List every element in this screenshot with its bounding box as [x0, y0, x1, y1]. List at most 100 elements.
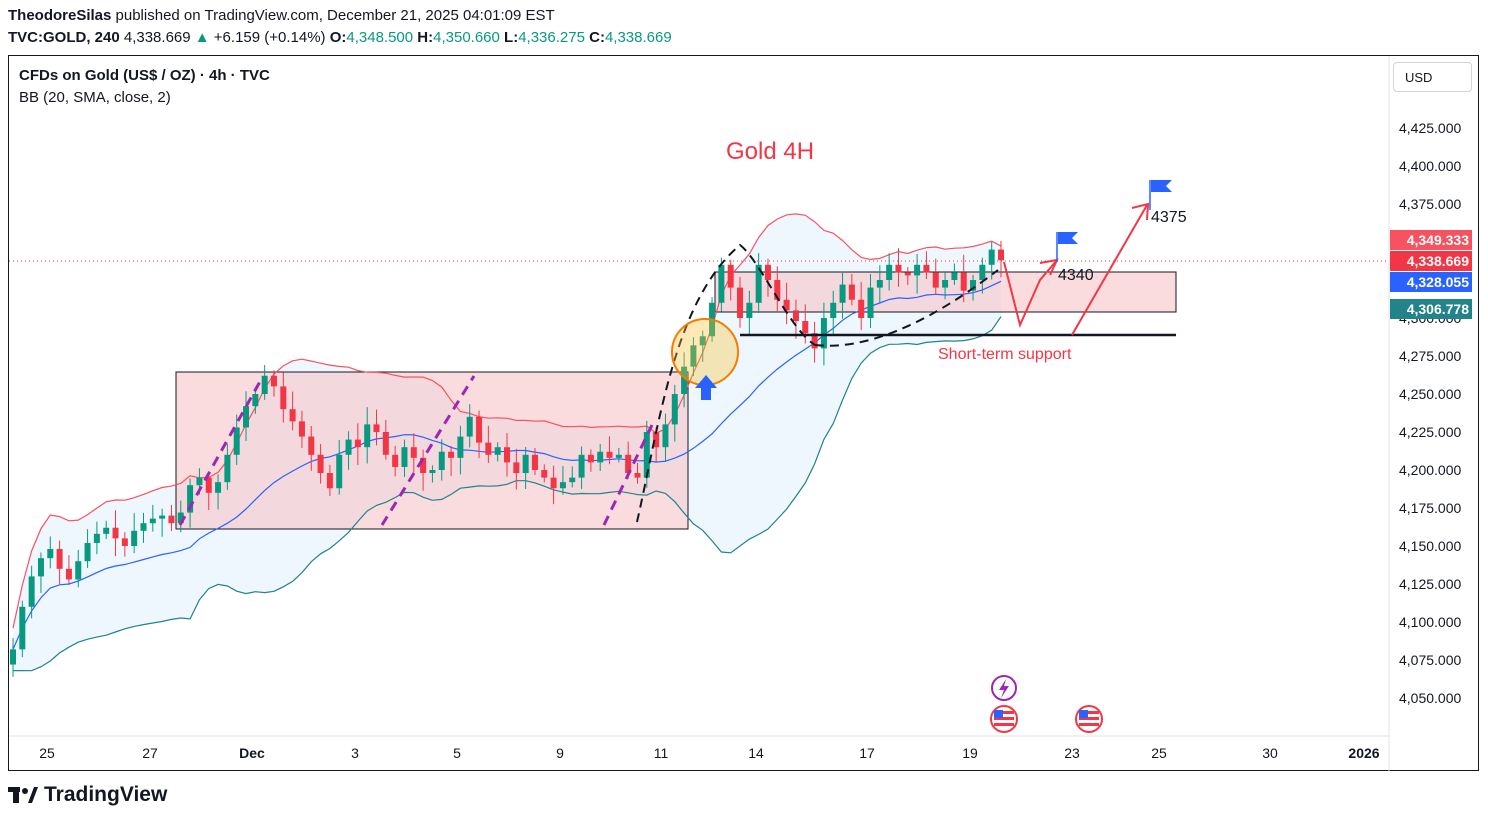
candle-up[interactable]: [690, 345, 697, 367]
candle-down[interactable]: [587, 454, 594, 463]
candle-down[interactable]: [727, 264, 734, 288]
candle-down[interactable]: [392, 454, 399, 467]
candle-up[interactable]: [261, 375, 268, 394]
candle-up[interactable]: [429, 470, 436, 474]
candle-up[interactable]: [979, 264, 986, 280]
candle-up[interactable]: [233, 427, 240, 455]
candle-up[interactable]: [10, 649, 16, 665]
candle-down[interactable]: [121, 538, 128, 546]
candle-up[interactable]: [336, 454, 343, 489]
candle-down[interactable]: [774, 280, 781, 300]
candle-up[interactable]: [867, 287, 874, 318]
candle-down[interactable]: [904, 272, 911, 276]
candle-up[interactable]: [103, 527, 110, 534]
candle-up[interactable]: [401, 447, 408, 467]
candle-up[interactable]: [615, 454, 622, 458]
candle-up[interactable]: [177, 512, 184, 524]
candle-up[interactable]: [830, 302, 837, 318]
candle-up[interactable]: [671, 394, 678, 425]
candle-down[interactable]: [653, 432, 660, 448]
candle-down[interactable]: [932, 272, 939, 288]
tradingview-logo[interactable]: TradingView: [8, 783, 167, 807]
candle-down[interactable]: [531, 454, 538, 470]
candle-up[interactable]: [187, 485, 194, 513]
candle-down[interactable]: [168, 515, 175, 524]
candle-down[interactable]: [270, 375, 277, 387]
candle-up[interactable]: [662, 424, 669, 448]
candle-up[interactable]: [699, 336, 706, 346]
candle-down[interactable]: [448, 451, 455, 458]
candle-up[interactable]: [876, 280, 883, 288]
candle-down[interactable]: [858, 299, 865, 318]
candle-up[interactable]: [47, 549, 54, 559]
candle-up[interactable]: [75, 561, 82, 580]
candle-up[interactable]: [93, 533, 100, 543]
us-flag-event-icon-1[interactable]: [990, 705, 1018, 733]
candle-up[interactable]: [28, 576, 35, 607]
candle-down[interactable]: [606, 451, 613, 458]
candle-down[interactable]: [65, 568, 72, 580]
candle-up[interactable]: [746, 302, 753, 318]
candle-down[interactable]: [541, 470, 548, 478]
candle-down[interactable]: [895, 264, 902, 273]
candle-down[interactable]: [308, 436, 315, 455]
candle-up[interactable]: [224, 454, 231, 483]
candle-up[interactable]: [466, 416, 473, 437]
candle-down[interactable]: [764, 264, 771, 280]
candle-down[interactable]: [634, 473, 641, 478]
candle-down[interactable]: [513, 462, 520, 474]
candle-down[interactable]: [550, 477, 557, 489]
candle-up[interactable]: [820, 318, 827, 349]
candle-down[interactable]: [289, 409, 296, 422]
candle-down[interactable]: [373, 424, 380, 432]
candle-down[interactable]: [802, 321, 809, 334]
currency-button[interactable]: USD: [1393, 62, 1472, 92]
candle-up[interactable]: [681, 366, 688, 394]
candle-up[interactable]: [438, 451, 445, 470]
candle-up[interactable]: [37, 558, 44, 577]
candle-down[interactable]: [280, 386, 287, 410]
candle-up[interactable]: [457, 436, 464, 458]
candle-down[interactable]: [476, 416, 483, 443]
candle-down[interactable]: [56, 549, 63, 569]
indicator-legend[interactable]: BB (20, SMA, close, 2): [19, 89, 171, 106]
candle-down[interactable]: [298, 421, 305, 437]
candle-down[interactable]: [737, 287, 744, 318]
candle-up[interactable]: [951, 272, 958, 280]
candle-up[interactable]: [522, 454, 529, 474]
candle-down[interactable]: [420, 457, 427, 474]
candle-down[interactable]: [317, 454, 324, 474]
candle-down[interactable]: [205, 477, 212, 493]
candle-down[interactable]: [382, 432, 389, 455]
candle-down[interactable]: [112, 527, 119, 539]
candle-up[interactable]: [970, 280, 977, 291]
author-name[interactable]: TheodoreSilas: [8, 7, 112, 24]
candle-up[interactable]: [643, 432, 650, 478]
candle-up[interactable]: [215, 482, 222, 493]
candle-up[interactable]: [942, 280, 949, 288]
candle-up[interactable]: [597, 451, 604, 463]
candle-up[interactable]: [345, 439, 352, 455]
candle-down[interactable]: [998, 249, 1004, 261]
candle-up[interactable]: [718, 264, 725, 303]
candle-up[interactable]: [988, 249, 995, 265]
candle-up[interactable]: [578, 454, 585, 478]
chart-frame[interactable]: [8, 55, 1479, 771]
us-flag-event-icon-2[interactable]: [1075, 705, 1103, 733]
candle-up[interactable]: [196, 477, 203, 486]
candle-down[interactable]: [923, 264, 930, 273]
candle-up[interactable]: [84, 542, 91, 562]
candle-down[interactable]: [783, 299, 790, 311]
candle-down[interactable]: [410, 447, 417, 458]
candle-down[interactable]: [326, 473, 333, 489]
candle-up[interactable]: [19, 606, 26, 650]
candle-up[interactable]: [131, 530, 138, 546]
candle-up[interactable]: [569, 477, 576, 483]
candle-up[interactable]: [140, 523, 147, 531]
candle-up[interactable]: [159, 515, 166, 519]
candle-down[interactable]: [485, 442, 492, 455]
candle-up[interactable]: [839, 284, 846, 303]
candle-down[interactable]: [792, 310, 799, 322]
candle-up[interactable]: [364, 424, 371, 448]
